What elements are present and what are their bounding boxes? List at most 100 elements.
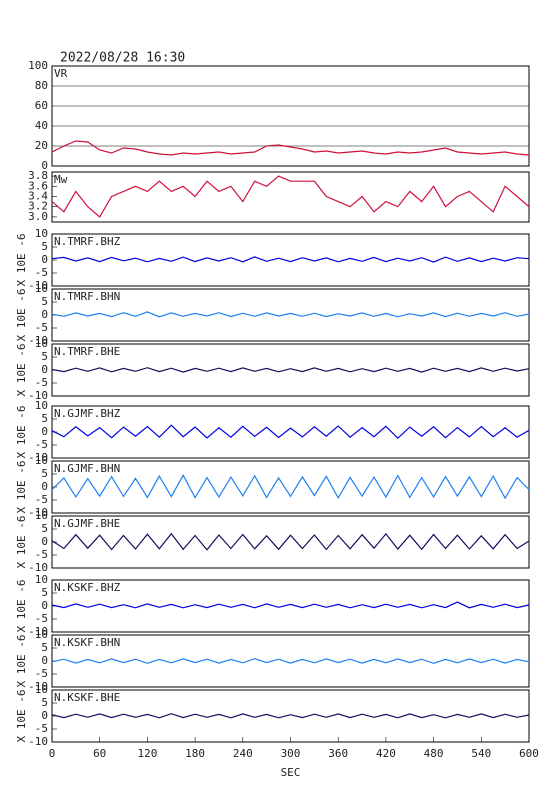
trace [51, 140, 530, 156]
date-title: 2022/08/28 16:30 [60, 51, 185, 66]
panel-label: N.GJMF.BHN [54, 462, 120, 475]
panel-label: N.KSKF.BHZ [54, 581, 121, 594]
y-tick-label: 3.4 [28, 189, 48, 202]
x-tick-label: 0 [49, 747, 56, 760]
panel-frame [51, 288, 530, 342]
y-tick-label: -10 [28, 334, 48, 347]
y-tick-label: -5 [35, 493, 48, 506]
y-tick-label: 20 [35, 139, 48, 152]
y-tick-label: 5 [41, 350, 48, 363]
panel-frame [51, 460, 530, 514]
y-tick-label: -10 [28, 680, 48, 693]
trace [51, 311, 530, 318]
y-axis-label: X 10E -6 [15, 234, 28, 287]
y-tick-label: -10 [28, 735, 48, 748]
y-axis-label: X 10E -6 [15, 580, 28, 633]
y-tick-label: 0 [41, 253, 48, 266]
y-axis-label: X 10E -6 [15, 635, 28, 688]
trace [51, 601, 530, 609]
y-tick-label: 0 [41, 709, 48, 722]
y-tick-label: -10 [28, 506, 48, 519]
y-tick-label: 0 [41, 159, 48, 172]
y-tick-label: 0 [41, 535, 48, 548]
y-tick-label: -5 [35, 438, 48, 451]
x-tick-label: 120 [137, 747, 157, 760]
y-tick-label: 10 [35, 227, 48, 240]
panel-frame [51, 65, 530, 167]
y-tick-label: -10 [28, 625, 48, 638]
x-tick-label: 240 [233, 747, 253, 760]
y-tick-label: 10 [35, 399, 48, 412]
x-tick-label: 600 [519, 747, 539, 760]
y-tick-label: 5 [41, 467, 48, 480]
y-tick-label: -5 [35, 722, 48, 735]
panel-label: VR [54, 67, 68, 80]
panel-label: N.TMRF.BHN [54, 290, 120, 303]
trace [51, 474, 530, 500]
y-tick-label: 3.6 [28, 179, 48, 192]
x-tick-label: 480 [424, 747, 444, 760]
y-tick-label: 10 [35, 628, 48, 641]
panel-frame [51, 515, 530, 569]
x-tick-label: 360 [328, 747, 348, 760]
trace [51, 713, 530, 719]
panel-frame [51, 634, 530, 688]
y-axis-label: X 10E -6 [15, 289, 28, 342]
y-tick-label: 80 [35, 79, 48, 92]
trace [51, 175, 530, 218]
y-tick-label: 0 [41, 480, 48, 493]
panel-label: N.TMRF.BHZ [54, 235, 121, 248]
y-axis-label: X 10E -6 [15, 461, 28, 514]
y-tick-label: -10 [28, 279, 48, 292]
trace [51, 424, 530, 440]
y-tick-label: 5 [41, 412, 48, 425]
y-tick-label: 10 [35, 683, 48, 696]
y-tick-label: 100 [28, 59, 48, 72]
trace [51, 532, 530, 551]
y-tick-label: 10 [35, 337, 48, 350]
panel-label: N.KSKF.BHN [54, 636, 120, 649]
y-tick-label: 60 [35, 99, 48, 112]
panel-frame [51, 405, 530, 459]
y-tick-label: -5 [35, 612, 48, 625]
trace [51, 658, 530, 664]
y-tick-label: 5 [41, 586, 48, 599]
y-tick-label: 10 [35, 573, 48, 586]
y-tick-label: 5 [41, 295, 48, 308]
panel-frame [51, 233, 530, 287]
x-tick-label: 420 [376, 747, 396, 760]
y-tick-label: -10 [28, 561, 48, 574]
panel-label: N.TMRF.BHE [54, 345, 120, 358]
y-tick-label: 10 [35, 282, 48, 295]
x-tick-label: 540 [471, 747, 491, 760]
y-tick-label: 3.8 [28, 169, 48, 182]
panel-label: N.GJMF.BHE [54, 517, 120, 530]
y-tick-label: 5 [41, 641, 48, 654]
y-tick-label: 0 [41, 654, 48, 667]
x-tick-label: 300 [281, 747, 301, 760]
y-tick-label: -5 [35, 266, 48, 279]
y-tick-label: 3.0 [28, 210, 48, 223]
y-tick-label: -5 [35, 667, 48, 680]
y-tick-label: 10 [35, 454, 48, 467]
panel-label: Mw [54, 173, 68, 186]
y-tick-label: 10 [35, 509, 48, 522]
panel-frame [51, 171, 530, 223]
x-tick-label: 180 [185, 747, 205, 760]
y-tick-label: 3.2 [28, 200, 48, 213]
y-tick-label: 0 [41, 425, 48, 438]
panel-label: N.GJMF.BHZ [54, 407, 121, 420]
y-tick-label: -5 [35, 376, 48, 389]
panel-frame [51, 343, 530, 397]
y-tick-label: 0 [41, 599, 48, 612]
x-tick-label: 60 [93, 747, 106, 760]
y-tick-label: -5 [35, 321, 48, 334]
y-tick-label: 40 [35, 119, 48, 132]
trace [51, 367, 530, 373]
panel-label: N.KSKF.BHE [54, 691, 120, 704]
y-tick-label: 0 [41, 363, 48, 376]
panel-frame [51, 579, 530, 633]
y-tick-label: 5 [41, 522, 48, 535]
y-tick-label: 0 [41, 308, 48, 321]
